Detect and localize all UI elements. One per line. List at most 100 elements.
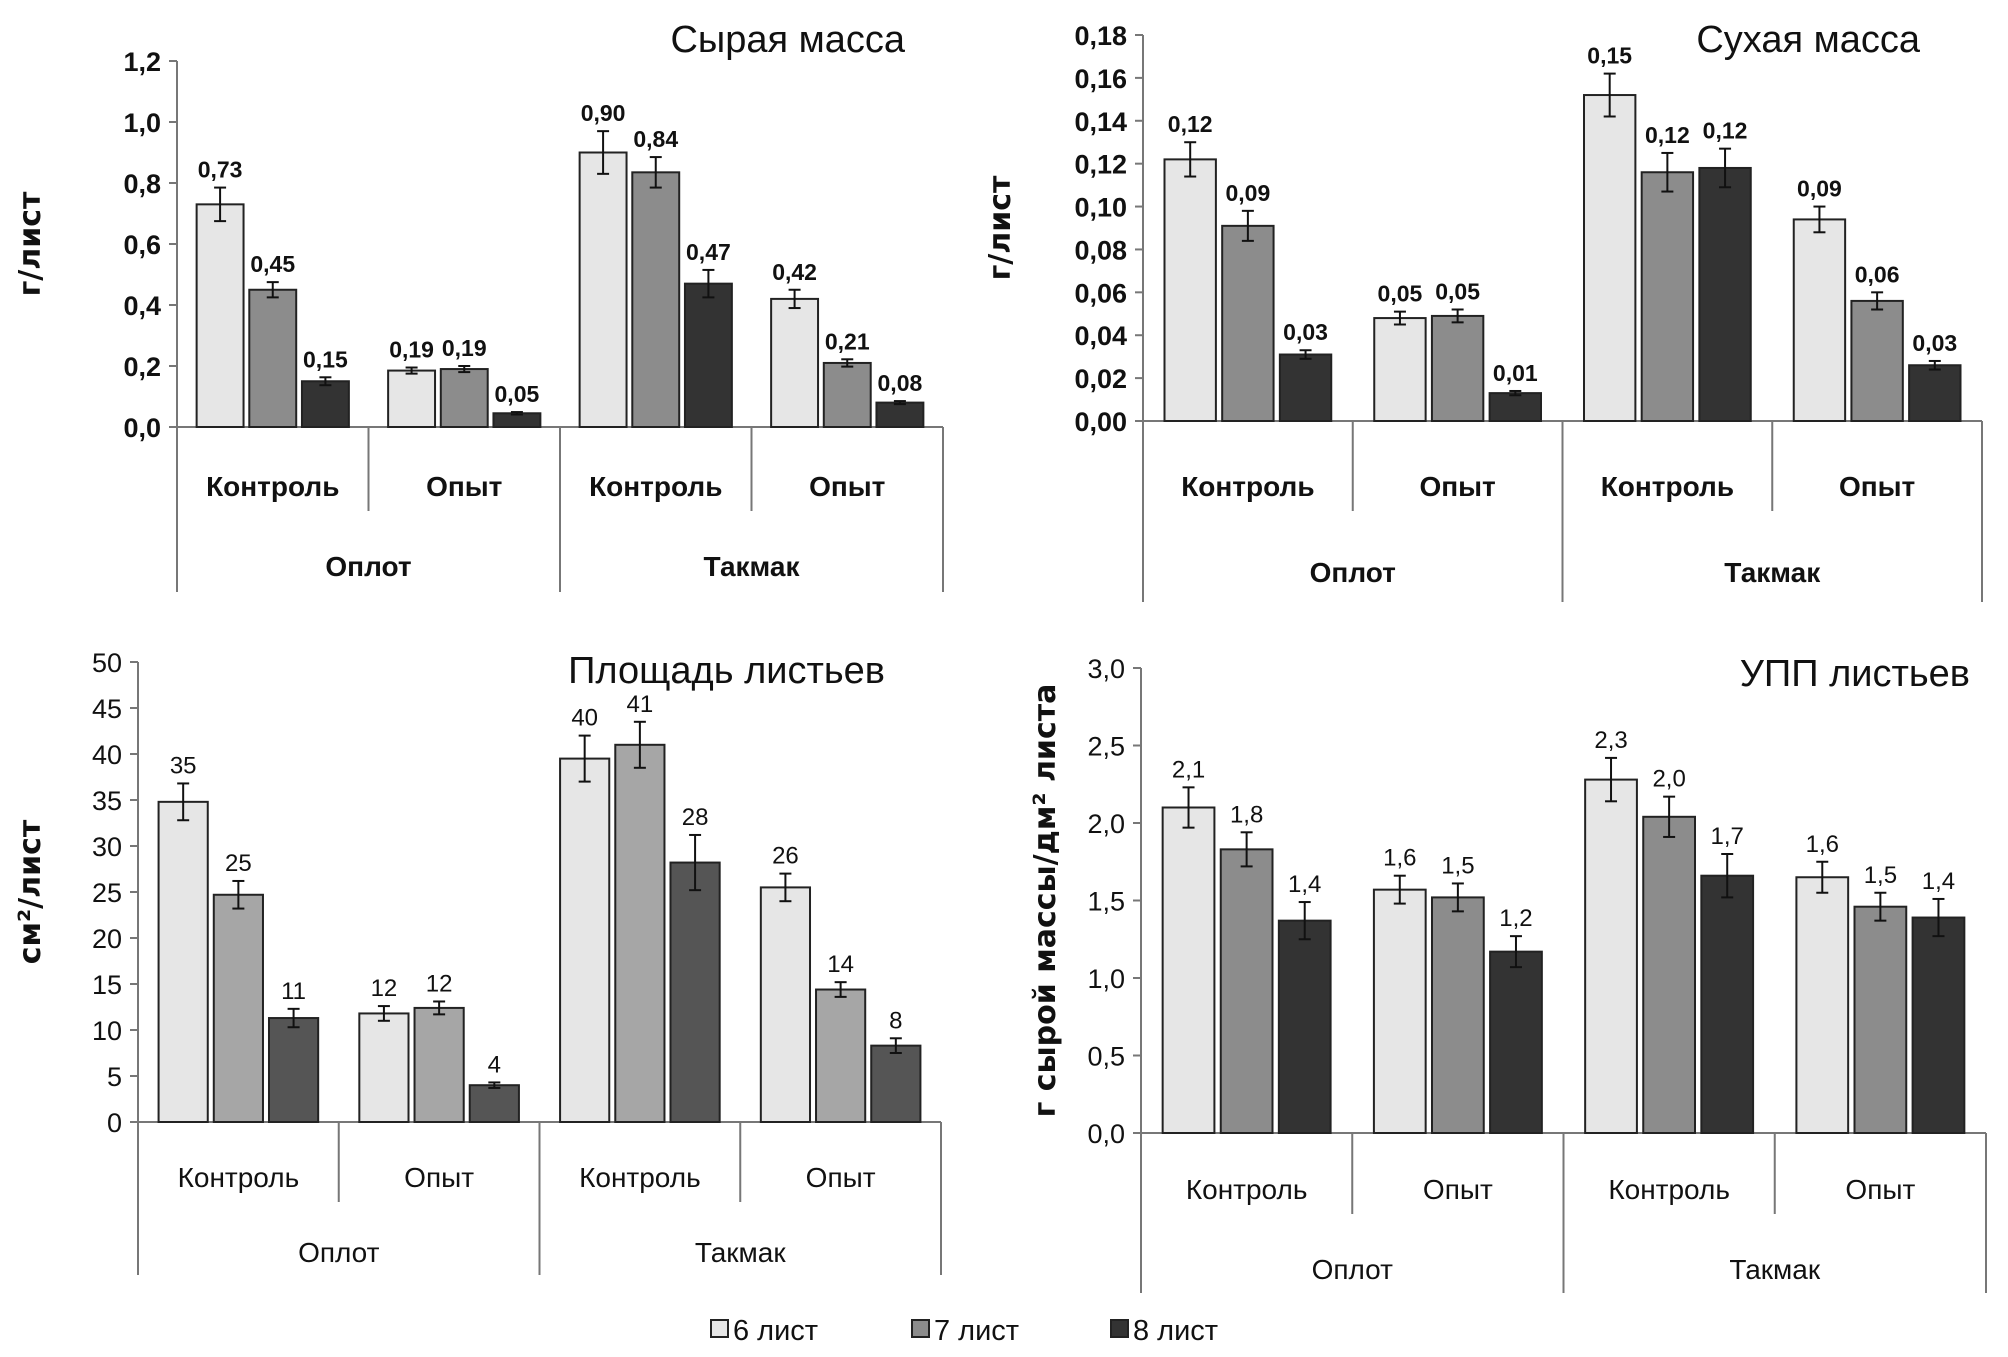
bar bbox=[1221, 224, 1275, 422]
bar bbox=[1219, 848, 1274, 1134]
bar bbox=[1795, 876, 1850, 1134]
legend-swatch bbox=[911, 1319, 930, 1338]
bar bbox=[815, 988, 867, 1124]
bar bbox=[248, 288, 298, 428]
bar bbox=[413, 1006, 465, 1123]
data-label: 1,4 bbox=[1922, 868, 1955, 895]
legend-label: 8 лист bbox=[1133, 1315, 1218, 1347]
data-label: 41 bbox=[627, 691, 654, 718]
chart-title: Сырая масса bbox=[670, 19, 905, 61]
y-tick-label: 50 bbox=[92, 648, 122, 678]
y-tick-label: 0 bbox=[107, 1108, 122, 1138]
y-tick-label: 0,12 bbox=[1074, 150, 1127, 180]
bar bbox=[1908, 364, 1962, 422]
category-label: Опыт bbox=[1423, 1174, 1493, 1205]
y-tick-label: 0,5 bbox=[1087, 1042, 1125, 1072]
data-label: 1,2 bbox=[1499, 905, 1532, 932]
bar bbox=[1700, 874, 1755, 1134]
y-tick-label: 0,10 bbox=[1074, 193, 1127, 223]
data-label: 0,45 bbox=[250, 251, 295, 277]
data-label: 28 bbox=[682, 804, 709, 831]
data-label: 0,19 bbox=[442, 335, 487, 361]
data-label: 0,84 bbox=[633, 126, 678, 152]
y-tick-label: 40 bbox=[92, 740, 122, 770]
data-label: 0,01 bbox=[1493, 360, 1538, 386]
y-axis-label: г/лист bbox=[983, 175, 1018, 280]
data-label: 25 bbox=[225, 850, 252, 877]
group-label: Оплот bbox=[1312, 1254, 1394, 1285]
legend: 6 лист 7 лист 8 лист bbox=[710, 1315, 1218, 1347]
bar bbox=[1489, 950, 1543, 1135]
group-label: Оплот bbox=[298, 1237, 380, 1268]
bar bbox=[1430, 314, 1485, 422]
y-tick-label: 0,0 bbox=[1087, 1119, 1125, 1149]
y-tick-label: 0,06 bbox=[1074, 278, 1127, 308]
y-tick-label: 0,04 bbox=[1074, 321, 1127, 351]
data-label: 0,05 bbox=[495, 381, 540, 407]
bar bbox=[875, 401, 925, 429]
category-label: Опыт bbox=[1419, 471, 1495, 502]
category-label: Опыт bbox=[404, 1162, 474, 1193]
data-label: 0,12 bbox=[1168, 111, 1213, 137]
chart-2: 0,00 0,02 0,04 0,06 0,08 0,10 0,12 0,14 0,16 0,18… bbox=[983, 19, 1983, 602]
bar bbox=[1911, 916, 1966, 1134]
data-label: 0,12 bbox=[1703, 118, 1748, 144]
y-tick-label: 3,0 bbox=[1087, 654, 1125, 684]
data-label: 1,5 bbox=[1864, 862, 1897, 889]
bar bbox=[468, 1084, 520, 1123]
category-label: Контроль bbox=[579, 1162, 701, 1193]
data-label: 0,21 bbox=[825, 328, 870, 354]
y-tick-label: 1,0 bbox=[1087, 964, 1125, 994]
y-tick-label: 0,4 bbox=[123, 291, 161, 321]
data-label: 2,0 bbox=[1652, 766, 1685, 793]
data-label: 0,03 bbox=[1912, 330, 1957, 356]
data-label: 0,19 bbox=[389, 337, 434, 363]
category-label: Опыт bbox=[1845, 1174, 1915, 1205]
y-tick-label: 2,0 bbox=[1087, 809, 1125, 839]
bar bbox=[212, 893, 264, 1124]
bar bbox=[1698, 166, 1752, 422]
bar bbox=[1640, 171, 1695, 422]
data-label: 0,42 bbox=[772, 259, 817, 285]
data-label: 35 bbox=[170, 752, 197, 779]
category-label: Контроль bbox=[178, 1162, 300, 1193]
data-label: 12 bbox=[426, 970, 453, 997]
category-label: Опыт bbox=[426, 471, 502, 502]
bar bbox=[669, 861, 721, 1123]
y-tick-label: 1,2 bbox=[123, 47, 161, 77]
y-tick-label: 0,02 bbox=[1074, 364, 1127, 394]
y-tick-label: 0,0 bbox=[123, 413, 161, 443]
category-label: Контроль bbox=[589, 471, 722, 502]
group-label: Оплот bbox=[325, 551, 411, 582]
category-label: Опыт bbox=[806, 1162, 876, 1193]
data-label: 0,09 bbox=[1225, 180, 1270, 206]
bar bbox=[1642, 815, 1697, 1134]
bar bbox=[300, 380, 350, 428]
y-tick-label: 1,0 bbox=[123, 108, 161, 138]
bar bbox=[559, 757, 611, 1123]
data-label: 0,05 bbox=[1378, 281, 1423, 307]
group-label: Такмак bbox=[695, 1237, 786, 1268]
chart-title: Сухая масса bbox=[1696, 19, 1921, 61]
data-label: 0,05 bbox=[1435, 278, 1480, 304]
bar bbox=[1277, 919, 1332, 1135]
y-tick-label: 0,18 bbox=[1074, 21, 1127, 51]
y-tick-label: 0,08 bbox=[1074, 235, 1127, 265]
chart-3: 0 5 10 15 20 25 30 35 40 45 50 Контроль Опыт Контроль… bbox=[13, 648, 942, 1275]
y-tick-label: 0,2 bbox=[123, 352, 161, 382]
data-label: 11 bbox=[281, 978, 306, 1005]
category-label: Контроль bbox=[1186, 1174, 1308, 1205]
data-label: 1,6 bbox=[1383, 845, 1416, 872]
data-label: 0,08 bbox=[878, 370, 923, 396]
bar bbox=[759, 886, 812, 1124]
data-label: 0,15 bbox=[303, 346, 348, 372]
y-tick-label: 15 bbox=[92, 970, 122, 1000]
data-label: 1,7 bbox=[1711, 823, 1744, 850]
chart-title: Площадь листьев bbox=[568, 650, 885, 692]
bar bbox=[267, 1017, 320, 1123]
bar bbox=[1373, 317, 1427, 423]
legend-label: 7 лист bbox=[934, 1315, 1019, 1347]
data-label: 8 bbox=[889, 1007, 902, 1034]
bar bbox=[1584, 778, 1638, 1134]
data-label: 1,8 bbox=[1230, 801, 1263, 828]
